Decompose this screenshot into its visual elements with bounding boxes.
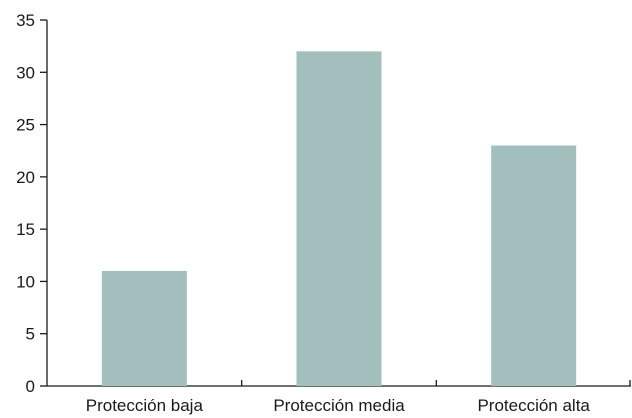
y-tick-label: 0 xyxy=(26,377,35,396)
bars-group xyxy=(101,51,577,386)
y-tick-label: 30 xyxy=(16,63,35,82)
y-tick-label: 25 xyxy=(16,116,35,135)
bar xyxy=(491,145,577,386)
y-tick-label: 35 xyxy=(16,11,35,30)
x-category-label: Protección alta xyxy=(477,396,590,415)
bar xyxy=(101,270,187,386)
x-category-label: Protección media xyxy=(273,396,405,415)
x-category-label: Protección baja xyxy=(86,396,204,415)
y-tick-label: 5 xyxy=(26,325,35,344)
y-tick-label: 15 xyxy=(16,220,35,239)
y-tick-label: 10 xyxy=(16,272,35,291)
bar xyxy=(296,51,382,386)
y-axis: 0 5 10 15 20 25 30 35 xyxy=(16,11,48,396)
y-tick-label: 20 xyxy=(16,168,35,187)
